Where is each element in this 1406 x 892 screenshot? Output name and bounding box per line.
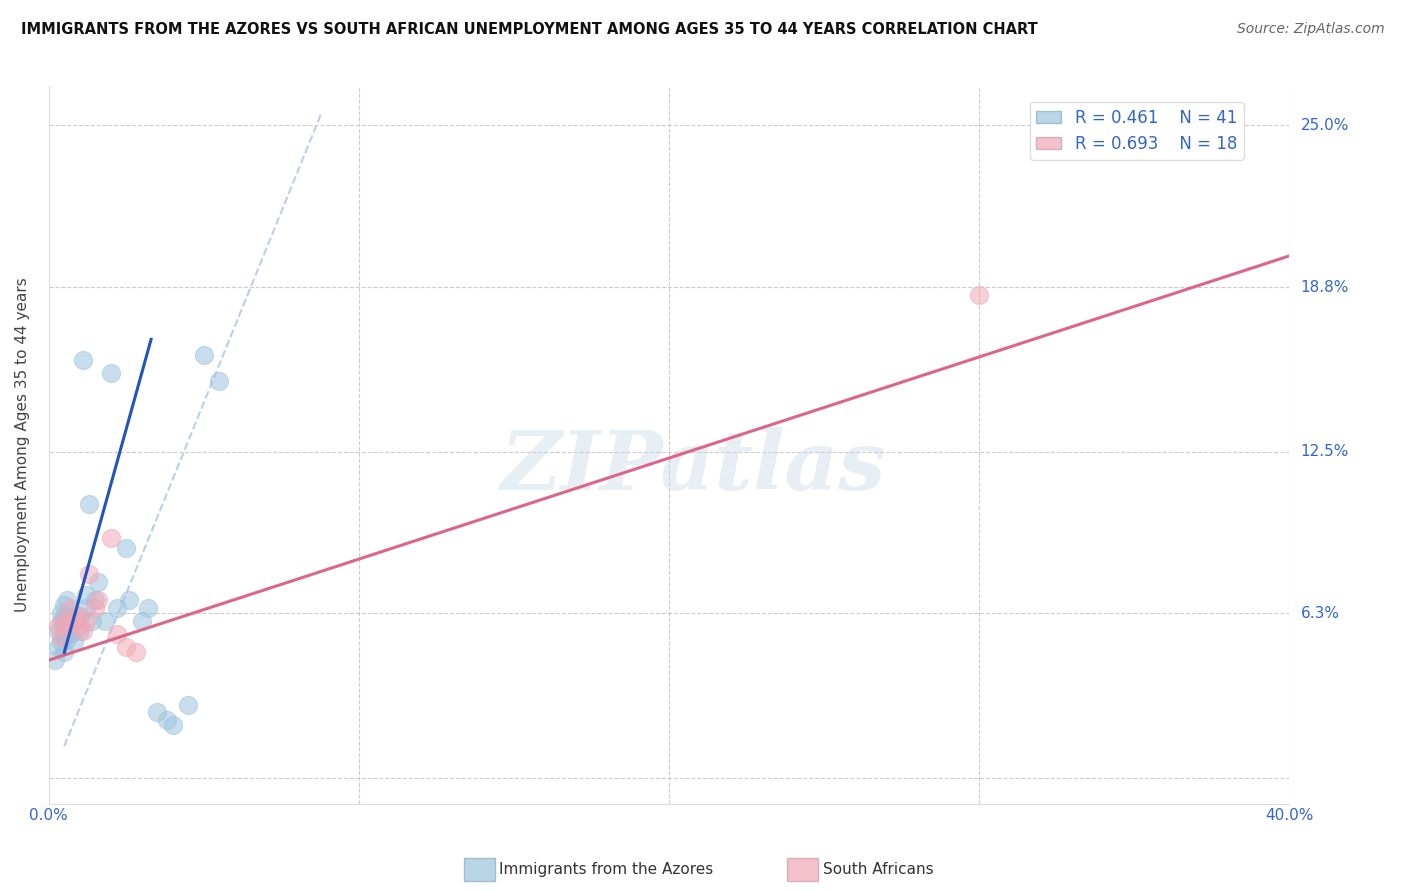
Point xyxy=(84,601,107,615)
Point xyxy=(75,588,97,602)
Text: ZIPatlas: ZIPatlas xyxy=(501,426,887,507)
Point xyxy=(155,713,177,727)
Point xyxy=(87,574,110,589)
Point xyxy=(66,608,89,623)
Point xyxy=(115,640,138,654)
Point xyxy=(69,608,91,623)
Point xyxy=(53,608,76,623)
Point xyxy=(84,593,107,607)
Point xyxy=(59,601,82,615)
Point xyxy=(53,630,76,644)
Point xyxy=(77,497,100,511)
Text: 6.3%: 6.3% xyxy=(1301,606,1340,621)
Point xyxy=(136,601,159,615)
Text: 12.5%: 12.5% xyxy=(1301,444,1348,459)
Point xyxy=(69,619,91,633)
Point xyxy=(105,601,128,615)
Point xyxy=(53,614,76,628)
Point xyxy=(59,627,82,641)
Point xyxy=(208,374,231,388)
Point xyxy=(53,645,76,659)
Point xyxy=(56,608,79,623)
Point xyxy=(124,645,146,659)
Point xyxy=(131,614,153,628)
Point xyxy=(100,531,122,545)
Point xyxy=(118,593,141,607)
Point xyxy=(46,640,69,654)
Text: Source: ZipAtlas.com: Source: ZipAtlas.com xyxy=(1237,22,1385,37)
Point xyxy=(146,706,169,720)
Text: Immigrants from the Azores: Immigrants from the Azores xyxy=(499,863,713,877)
Point xyxy=(115,541,138,555)
Point xyxy=(100,366,122,380)
Point xyxy=(56,632,79,647)
Legend: R = 0.461    N = 41, R = 0.693    N = 18: R = 0.461 N = 41, R = 0.693 N = 18 xyxy=(1029,102,1244,160)
Point xyxy=(56,593,79,607)
Point xyxy=(49,635,72,649)
Point xyxy=(105,627,128,641)
Text: 18.8%: 18.8% xyxy=(1301,280,1348,294)
Point xyxy=(59,614,82,628)
Point xyxy=(72,624,94,639)
Point xyxy=(69,624,91,639)
Point xyxy=(49,614,72,628)
Point xyxy=(162,718,184,732)
Point xyxy=(53,619,76,633)
Point xyxy=(49,606,72,620)
Point xyxy=(49,630,72,644)
Point xyxy=(75,614,97,628)
Point xyxy=(87,593,110,607)
Text: IMMIGRANTS FROM THE AZORES VS SOUTH AFRICAN UNEMPLOYMENT AMONG AGES 35 TO 44 YEA: IMMIGRANTS FROM THE AZORES VS SOUTH AFRI… xyxy=(21,22,1038,37)
Point xyxy=(53,599,76,613)
Y-axis label: Unemployment Among Ages 35 to 44 years: Unemployment Among Ages 35 to 44 years xyxy=(15,277,30,613)
Point xyxy=(62,635,84,649)
Point xyxy=(46,624,69,639)
Point xyxy=(967,288,990,302)
Point xyxy=(56,619,79,633)
Point xyxy=(62,614,84,628)
Text: 25.0%: 25.0% xyxy=(1301,118,1348,133)
Point xyxy=(66,614,89,628)
Point xyxy=(77,567,100,582)
Point xyxy=(72,353,94,368)
Point xyxy=(75,601,97,615)
Point xyxy=(93,614,115,628)
Point xyxy=(46,619,69,633)
Point xyxy=(177,698,200,712)
Point xyxy=(56,619,79,633)
Point xyxy=(193,348,215,362)
Point xyxy=(82,614,104,628)
Point xyxy=(44,653,66,667)
Text: South Africans: South Africans xyxy=(823,863,934,877)
